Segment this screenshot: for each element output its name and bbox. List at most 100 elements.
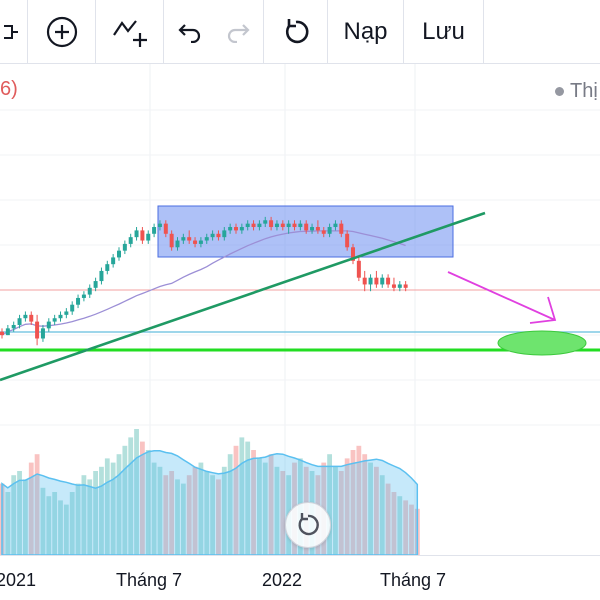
candles — [0, 216, 408, 346]
volume-bar — [122, 445, 128, 555]
candle — [193, 237, 198, 248]
volume-bar — [145, 450, 151, 555]
save-button[interactable]: Lưu — [404, 0, 484, 64]
volume-bar — [391, 492, 397, 555]
candle — [46, 318, 51, 332]
volume-bar — [409, 504, 414, 555]
volume-bar — [69, 492, 75, 555]
volume-bar — [81, 475, 87, 555]
candle — [298, 220, 303, 231]
volume-bar — [192, 466, 198, 555]
target-zone — [497, 330, 587, 356]
candle — [146, 230, 151, 244]
candle — [280, 220, 285, 231]
volume-bar — [368, 462, 373, 555]
candle — [140, 227, 145, 244]
volume-bar — [157, 466, 163, 555]
x-tick-label: 2021 — [0, 570, 37, 590]
candle — [5, 324, 10, 336]
indicator-icon[interactable] — [96, 0, 164, 64]
candle — [187, 230, 192, 244]
legend-change-text: 6) — [0, 78, 18, 100]
volume-bar — [204, 471, 210, 555]
volume-bar — [186, 475, 192, 555]
volume-bar — [23, 479, 28, 555]
volume-bar — [5, 492, 11, 555]
volume-bar — [151, 462, 157, 555]
candle — [87, 284, 92, 298]
volume-bar — [63, 504, 69, 555]
volume-bar — [58, 500, 63, 555]
volume-bar — [75, 483, 81, 555]
candle — [23, 311, 28, 322]
candle — [327, 223, 332, 238]
volume-bar — [268, 454, 274, 555]
candle — [315, 220, 320, 234]
candle — [52, 314, 57, 325]
volume-bar — [385, 483, 391, 555]
add-circle-icon[interactable] — [28, 0, 96, 64]
volume-bar — [99, 466, 104, 555]
volume-bar — [280, 471, 286, 555]
candle — [216, 230, 221, 241]
candle — [286, 220, 291, 234]
candle — [391, 277, 396, 292]
volume-bar — [374, 466, 379, 555]
candle — [0, 328, 4, 339]
volume-bar — [87, 479, 93, 555]
volume-bar — [180, 483, 186, 555]
volume-bar — [128, 437, 134, 555]
candle — [351, 243, 355, 265]
candle — [40, 324, 45, 342]
candle — [292, 220, 297, 231]
chart-toolbar: Nạp Lưu — [0, 0, 600, 64]
candle — [269, 216, 274, 231]
candle — [362, 270, 367, 292]
candle — [210, 230, 215, 241]
candle — [11, 321, 16, 332]
candle — [386, 274, 391, 288]
price-volume-chart[interactable] — [0, 64, 600, 555]
volume-bar — [239, 437, 245, 555]
volume-bar — [17, 471, 22, 555]
volume-bar — [34, 454, 40, 555]
candle — [181, 233, 186, 244]
volume-bar — [333, 466, 338, 555]
candle — [105, 260, 110, 275]
volume-bar — [134, 429, 139, 555]
candle — [374, 270, 379, 288]
candle — [257, 220, 262, 231]
volume-bar — [262, 462, 268, 555]
candle — [111, 254, 116, 268]
uptrend-line — [0, 211, 486, 382]
x-tick-label: Tháng 7 — [380, 570, 447, 590]
candle — [152, 223, 157, 238]
candle — [222, 227, 227, 241]
moving-average-line — [1, 230, 406, 336]
volume-bar — [93, 471, 98, 555]
time-axis: 2021 Tháng 7 2022 Tháng 7 — [0, 555, 600, 600]
volume-bar — [169, 471, 175, 555]
redo-icon[interactable] — [225, 21, 251, 43]
volume-moving-average — [1, 450, 419, 555]
volume-bar — [163, 475, 169, 555]
volume-bar — [216, 479, 221, 555]
crosshair-partial-icon[interactable] — [0, 0, 28, 64]
undo-icon[interactable] — [177, 21, 203, 43]
candle — [198, 237, 203, 248]
candle — [64, 308, 69, 319]
candle — [157, 220, 162, 231]
reload-icon[interactable] — [264, 0, 328, 64]
candle — [70, 301, 75, 315]
load-button[interactable]: Nạp — [328, 0, 404, 64]
volume-bar — [175, 479, 180, 555]
reset-chart-button[interactable] — [285, 502, 331, 548]
volume-bar — [356, 445, 362, 555]
volume-bar — [198, 462, 204, 555]
candle — [228, 223, 233, 234]
legend-dot-icon — [555, 87, 564, 97]
volume-bar — [221, 466, 227, 555]
undo-redo-group — [164, 0, 264, 64]
volume-bar — [344, 458, 350, 555]
volume-bar — [274, 466, 280, 555]
